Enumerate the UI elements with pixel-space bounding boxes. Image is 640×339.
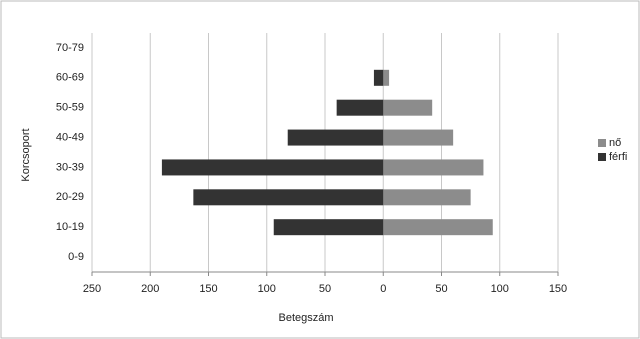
bar <box>383 69 390 86</box>
bar <box>373 69 384 86</box>
x-tick-label: 200 <box>141 283 159 295</box>
bar <box>383 189 471 206</box>
y-tick-label: 10-19 <box>56 221 84 233</box>
legend-swatch <box>598 139 606 147</box>
y-tick-label: 40-49 <box>56 131 84 143</box>
x-tick-label: 50 <box>319 283 331 295</box>
x-tick-label: 0 <box>380 283 386 295</box>
legend-label: nő <box>609 137 621 149</box>
bar <box>383 219 493 236</box>
bar <box>161 159 384 176</box>
x-tick-label: 150 <box>199 283 217 295</box>
bar <box>383 129 454 146</box>
y-tick-label: 70-79 <box>56 42 84 54</box>
legend-label: férfi <box>609 151 627 163</box>
bar <box>193 189 384 206</box>
y-tick-label: 60-69 <box>56 72 84 84</box>
y-tick-label: 0-9 <box>68 251 84 263</box>
x-tick-label: 100 <box>258 283 276 295</box>
x-axis-title: Betegszám <box>278 312 333 324</box>
bar <box>383 99 433 116</box>
bar <box>383 159 484 176</box>
y-tick-label: 50-59 <box>56 102 84 114</box>
y-tick-label: 20-29 <box>56 191 84 203</box>
bar <box>273 219 384 236</box>
x-tick-label: 150 <box>549 283 567 295</box>
bar <box>336 99 384 116</box>
x-tick-label: 100 <box>491 283 509 295</box>
bar <box>287 129 384 146</box>
y-tick-label: 30-39 <box>56 161 84 173</box>
x-tick-label: 250 <box>83 283 101 295</box>
legend-swatch <box>598 153 606 161</box>
x-tick-label: 50 <box>435 283 447 295</box>
y-axis-title: Korcsoport <box>20 128 32 181</box>
